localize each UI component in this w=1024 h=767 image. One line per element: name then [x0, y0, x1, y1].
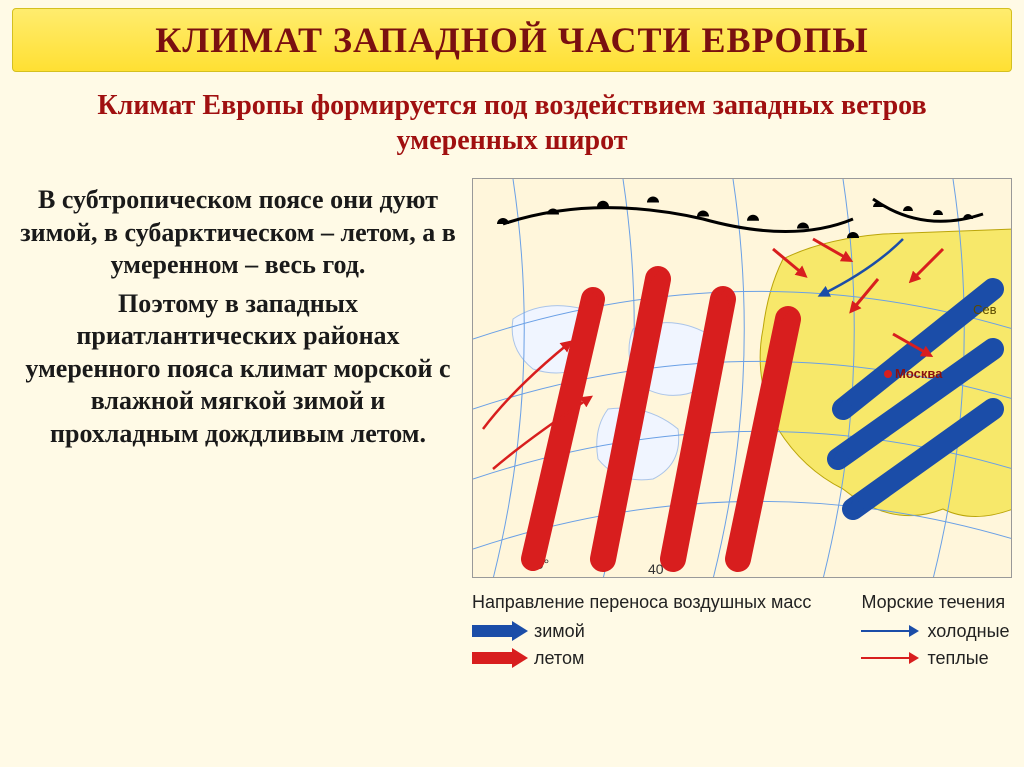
legend-currents-title: Морские течения	[861, 592, 1009, 613]
legend-winter-label: зимой	[534, 621, 585, 642]
legend-summer: летом	[472, 648, 811, 669]
legend-warm-label: теплые	[927, 648, 988, 669]
arrow-warm-icon	[861, 657, 917, 659]
map-legend: Направление переноса воздушных масс зимо…	[472, 592, 1012, 675]
legend-air-title: Направление переноса воздушных масс	[472, 592, 811, 613]
map-svg: 20°40°МоскваСев	[473, 179, 1012, 578]
legend-air-masses: Направление переноса воздушных масс зимо…	[472, 592, 811, 675]
content-row: В субтропическом поясе они дуют зимой, в…	[12, 178, 1012, 675]
legend-cold-label: холодные	[927, 621, 1009, 642]
legend-summer-label: летом	[534, 648, 584, 669]
arrow-summer-icon	[472, 651, 524, 665]
page-title: КЛИМАТ ЗАПАДНОЙ ЧАСТИ ЕВРОПЫ	[33, 19, 991, 61]
arrow-winter-icon	[472, 624, 524, 638]
body-text: В субтропическом поясе они дуют зимой, в…	[18, 178, 458, 675]
svg-text:Москва: Москва	[895, 366, 943, 381]
svg-text:Сев: Сев	[973, 302, 997, 317]
map-column: 20°40°МоскваСев Направление переноса воз…	[472, 178, 1012, 675]
legend-winter: зимой	[472, 621, 811, 642]
legend-cold: холодные	[861, 621, 1009, 642]
title-bar: КЛИМАТ ЗАПАДНОЙ ЧАСТИ ЕВРОПЫ	[12, 8, 1012, 72]
subtitle: Климат Европы формируется под воздействи…	[12, 88, 1012, 158]
legend-warm: теплые	[861, 648, 1009, 669]
climate-map: 20°40°МоскваСев	[472, 178, 1012, 578]
arrow-cold-icon	[861, 630, 917, 632]
legend-currents: Морские течения холодные теплые	[861, 592, 1009, 675]
